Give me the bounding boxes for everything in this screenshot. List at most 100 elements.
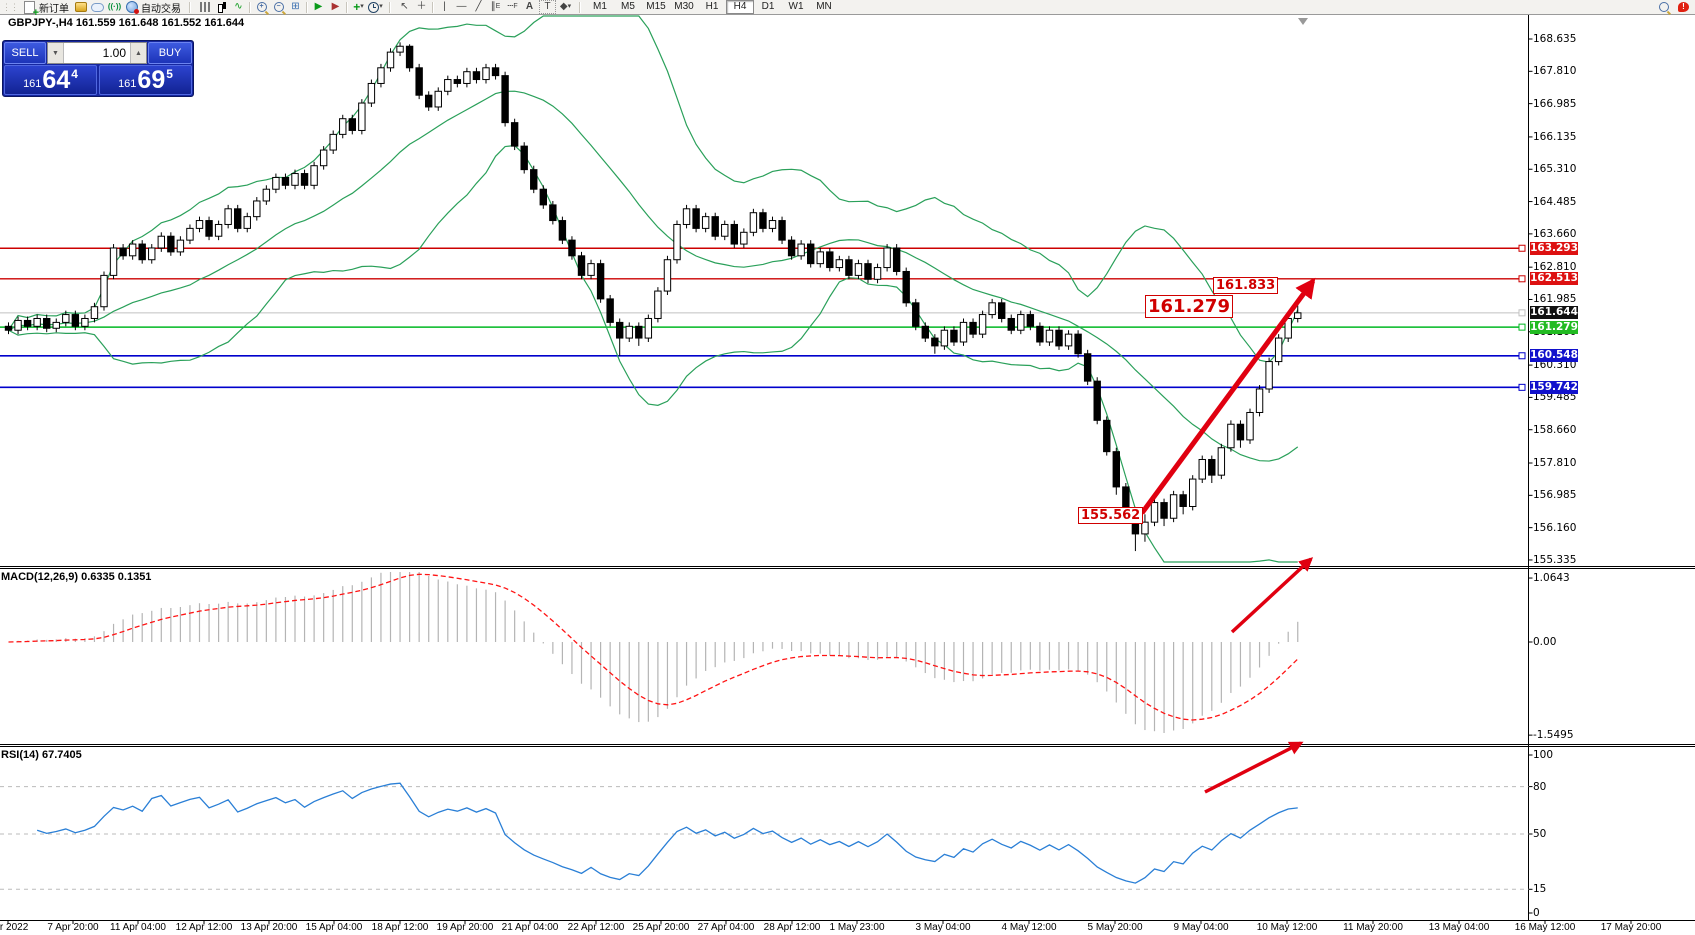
line-anchor: [1518, 275, 1526, 283]
candle: [787, 236, 796, 260]
zoom-out-icon[interactable]: −: [271, 1, 286, 13]
timeframe-mn[interactable]: MN: [816, 1, 832, 12]
candle: [14, 316, 22, 335]
candle: [1103, 416, 1111, 456]
candle: [730, 220, 738, 248]
candle: [367, 79, 376, 107]
candle: [797, 240, 805, 260]
candle: [444, 75, 452, 96]
auto-trading-icon[interactable]: [124, 1, 139, 14]
candle: [1017, 310, 1025, 335]
candle: [214, 220, 223, 241]
candle: [940, 326, 949, 350]
timeframe-h1[interactable]: H1: [705, 1, 719, 12]
chart-shift-icon[interactable]: ▶: [331, 1, 340, 12]
new-order-icon[interactable]: +: [22, 0, 39, 18]
sell-price-button[interactable]: 161 64 4: [4, 65, 97, 95]
auto-trading-button[interactable]: 自动交易: [141, 3, 181, 15]
candle: [23, 316, 32, 331]
candle: [195, 216, 204, 233]
fibonacci-icon[interactable]: ┄ F: [507, 1, 518, 12]
candle: [1246, 408, 1254, 444]
search-icon[interactable]: [1656, 1, 1671, 13]
toolbar-grip[interactable]: ⋮⋮: [2, 1, 19, 12]
candle: [396, 42, 404, 57]
candle: [128, 240, 137, 260]
candle: [1074, 330, 1082, 358]
candlestick-chart-icon[interactable]: [214, 1, 229, 13]
macd-signal-line: [8, 573, 1299, 721]
auto-scroll-icon[interactable]: ▶: [314, 1, 323, 12]
candle: [749, 208, 758, 237]
timeframe-w1[interactable]: W1: [788, 1, 804, 12]
horizontal-line-icon[interactable]: —: [456, 1, 467, 12]
timeframe-m30[interactable]: M30: [674, 1, 694, 12]
candle: [1026, 310, 1035, 331]
timeframe-d1[interactable]: D1: [761, 1, 775, 12]
candle: [721, 220, 729, 241]
candle: [348, 114, 357, 135]
bar-chart-icon[interactable]: [197, 1, 212, 13]
one-click-trading-panel: SELL ▼ ▲ BUY 161 64 4 161 69 5: [2, 40, 194, 97]
line-anchor: [1518, 309, 1526, 317]
timeframe-m1[interactable]: M1: [593, 1, 607, 12]
candle: [1294, 305, 1302, 323]
candle: [539, 185, 547, 209]
macd-label: MACD(12,26,9) 0.6335 0.1351: [1, 571, 152, 583]
vertical-line-icon[interactable]: |: [443, 1, 446, 12]
candle: [577, 251, 586, 280]
notification-balloon-icon[interactable]: !: [1678, 2, 1689, 12]
signals-icon[interactable]: ((·)): [107, 2, 122, 11]
line-chart-icon[interactable]: ∿: [234, 1, 243, 12]
text-label-icon[interactable]: T: [539, 0, 556, 14]
tile-windows-icon[interactable]: ⊞: [291, 1, 300, 12]
candle: [329, 130, 337, 154]
candle: [310, 161, 318, 190]
candle: [892, 244, 901, 276]
candle: [1227, 420, 1235, 452]
sell-price-pip: 4: [71, 67, 78, 81]
volume-decrease-button[interactable]: ▼: [48, 43, 64, 63]
candle: [1064, 330, 1073, 350]
timeframe-m5[interactable]: M5: [621, 1, 635, 12]
candle: [81, 314, 89, 331]
candle: [711, 212, 719, 241]
candle: [1160, 498, 1168, 527]
line-anchor: [1518, 244, 1526, 252]
new-order-button[interactable]: 新订单: [39, 3, 69, 15]
market-watch-icon[interactable]: [73, 1, 88, 13]
bollinger-lower: [8, 144, 1298, 563]
candle: [291, 169, 299, 190]
volume-input[interactable]: [64, 43, 130, 63]
volume-increase-button[interactable]: ▲: [130, 43, 146, 63]
timeframe-h4[interactable]: H4: [726, 0, 754, 14]
line-anchor: [1518, 323, 1526, 331]
indicators-icon[interactable]: + ▾: [353, 0, 364, 14]
candle: [253, 197, 261, 221]
candle: [205, 216, 213, 241]
text-icon[interactable]: A: [525, 1, 534, 12]
buy-price-button[interactable]: 161 69 5: [99, 65, 192, 95]
cursor-icon[interactable]: ↖: [400, 1, 409, 12]
candle: [339, 114, 347, 139]
candle: [90, 302, 99, 323]
shapes-icon[interactable]: ◆ ▾: [559, 1, 572, 12]
equidistant-channel-icon[interactable]: ∥ E: [490, 1, 501, 12]
buy-button[interactable]: BUY: [148, 42, 192, 64]
candle: [1036, 322, 1044, 346]
sell-price-big: 64: [42, 66, 71, 94]
crosshair-icon[interactable]: ＋: [416, 1, 427, 12]
bollinger-upper: [7, 15, 1299, 363]
community-icon[interactable]: [90, 1, 105, 13]
sell-button[interactable]: SELL: [4, 42, 46, 64]
buy-price-pip: 5: [166, 67, 173, 81]
timeframe-m15[interactable]: M15: [646, 1, 666, 12]
candle: [224, 204, 232, 229]
candle: [596, 259, 605, 303]
periods-icon[interactable]: ▾: [368, 1, 383, 13]
candle: [816, 247, 824, 268]
candle: [1112, 447, 1120, 495]
trendline-icon[interactable]: ╱: [475, 1, 482, 12]
zoom-in-icon[interactable]: +: [254, 1, 269, 13]
